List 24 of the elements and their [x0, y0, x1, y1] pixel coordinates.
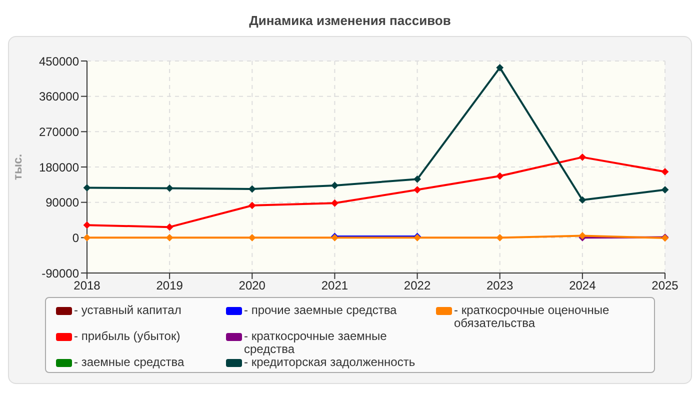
- legend-label: - краткосрочные оценочные обязательства: [454, 303, 610, 330]
- chart-title: Динамика изменения пассивов: [248, 12, 452, 30]
- x-tick-label: 2018: [74, 278, 101, 293]
- x-tick-label: 2025: [652, 278, 679, 293]
- x-tick-label: 2020: [238, 278, 266, 293]
- y-tick-label: 360000: [38, 90, 80, 104]
- y-tick-label: 90000: [46, 196, 80, 210]
- y-tick-label: 270000: [38, 124, 80, 139]
- legend-label: - прибыль (убыток): [74, 329, 180, 343]
- x-tick-label: 2023: [486, 278, 514, 293]
- y-tick-label: 450000: [38, 54, 80, 68]
- x-tick-label: 2022: [404, 278, 431, 293]
- y-axis-title: тыс.: [10, 154, 24, 180]
- legend-label: - заемные средства: [74, 355, 184, 369]
- legend-label: - кредиторская задолженность: [244, 355, 416, 369]
- x-tick-label: 2024: [569, 278, 596, 293]
- x-tick-label: 2021: [321, 278, 348, 293]
- y-tick-label: 180000: [38, 160, 80, 174]
- legend-label: - уставный капитал: [74, 303, 182, 317]
- y-tick-label: -90000: [42, 266, 80, 280]
- legend-label: - краткосрочные заемные средства: [244, 329, 388, 356]
- x-tick-label: 2019: [156, 278, 184, 293]
- legend-label: - прочие заемные средства: [244, 303, 397, 317]
- y-tick-label: 0: [72, 230, 80, 245]
